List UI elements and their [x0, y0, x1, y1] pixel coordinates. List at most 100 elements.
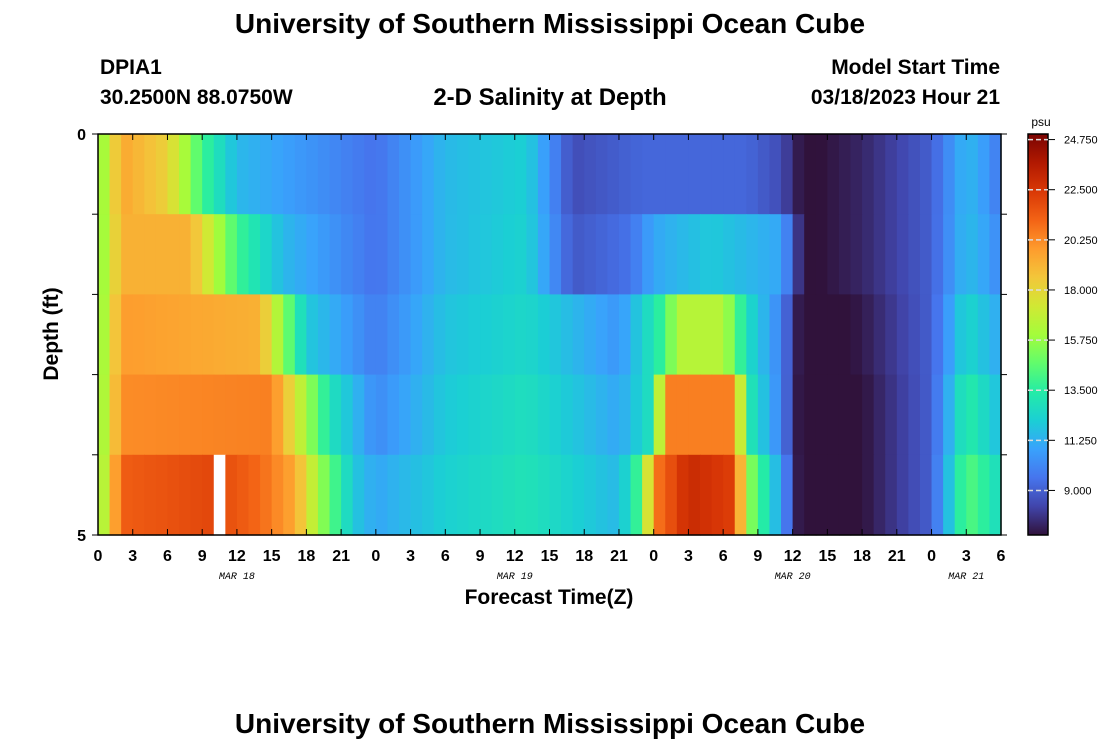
heatmap-cell: [827, 214, 840, 295]
heatmap-cell: [468, 454, 481, 536]
heatmap-cell: [746, 134, 759, 215]
heatmap-cell: [584, 134, 597, 215]
heatmap-cell: [341, 134, 354, 215]
heatmap-cell: [943, 294, 956, 376]
heatmap-cell: [167, 454, 180, 536]
heatmap-cell: [491, 294, 504, 376]
heatmap-cell: [283, 454, 296, 536]
heatmap-cell: [676, 454, 690, 536]
heatmap-cell: [352, 454, 365, 536]
colorbar-tick-label: 13.500: [1064, 385, 1098, 397]
heatmap-cell: [109, 374, 122, 456]
heatmap-cell: [341, 214, 354, 295]
chart-title: University of Southern Mississippi Ocean…: [234, 8, 866, 39]
heatmap-cell: [630, 374, 643, 456]
heatmap-cell: [572, 294, 585, 376]
heatmap-cell: [700, 294, 713, 376]
heatmap-cell: [862, 134, 875, 215]
heatmap-cell: [422, 134, 435, 215]
y-tick-labels: 05: [77, 127, 86, 545]
heatmap-cell: [375, 374, 389, 456]
heatmap-cell: [283, 134, 296, 215]
heatmap-cell: [260, 134, 273, 215]
heatmap-cell: [977, 214, 991, 295]
heatmap-cell: [410, 454, 423, 536]
heatmap-cell: [167, 374, 180, 456]
colorbar: 24.750 22.500 20.250 18.000 15.750 13.500 11.2…: [1027, 115, 1098, 536]
heatmap-cell: [711, 214, 724, 295]
heatmap-cell: [734, 134, 747, 215]
x-tick-label: 0: [371, 548, 380, 565]
heatmap-cell: [792, 454, 805, 536]
colorbar-scale: [1027, 133, 1049, 536]
heatmap-cell: [943, 374, 956, 456]
heatmap-cell: [618, 134, 632, 215]
heatmap-cell: [422, 454, 435, 536]
heatmap-cell: [792, 294, 805, 376]
heatmap-cell: [769, 214, 782, 295]
heatmap-cell: [665, 294, 678, 376]
heatmap-cell: [387, 454, 400, 536]
heatmap-cell: [977, 454, 991, 536]
heatmap-cell: [711, 374, 724, 456]
heatmap-cell: [700, 454, 713, 536]
heatmap-cell: [572, 374, 585, 456]
heatmap-cell: [410, 134, 423, 215]
colorbar-ticks: 24.750 22.500 20.250 18.000 15.750 13.500 11.2…: [1028, 135, 1098, 497]
heatmap-cell: [190, 214, 203, 295]
heatmap-cell: [236, 454, 250, 536]
heatmap-cell: [179, 294, 192, 376]
heatmap-cell: [526, 374, 539, 456]
heatmap-cell: [827, 294, 840, 376]
heatmap-cell: [202, 374, 215, 456]
heatmap-cell: [607, 374, 620, 456]
heatmap-cell: [607, 214, 620, 295]
heatmap-cell: [236, 214, 250, 295]
heatmap-cell: [561, 374, 574, 456]
heatmap-cell: [248, 374, 261, 456]
heatmap-cell: [688, 294, 701, 376]
heatmap-cell: [862, 214, 875, 295]
heatmap-cell: [804, 454, 817, 536]
heatmap-cell: [98, 294, 111, 376]
heatmap-cell: [410, 214, 423, 295]
heatmap-cell: [711, 294, 724, 376]
heatmap-cell: [954, 214, 967, 295]
colorbar-tick-label: 9.000: [1064, 485, 1092, 497]
heatmap-cell: [561, 454, 574, 536]
x-tick-label: 0: [927, 548, 936, 565]
heatmap-cell: [329, 134, 342, 215]
heatmap-cell: [132, 134, 145, 215]
heatmap-cell: [526, 454, 539, 536]
y-tick-label: 5: [77, 528, 86, 545]
heatmap-cell: [734, 374, 747, 456]
heatmap-cell: [514, 454, 527, 536]
heatmap-cell: [549, 134, 562, 215]
heatmap-cell: [468, 134, 481, 215]
station-coordinates: 30.2500N 88.0750W: [100, 86, 293, 109]
heatmap-cell: [526, 214, 539, 295]
heatmap-cell: [306, 454, 319, 536]
heatmap-cell: [155, 214, 169, 295]
heatmap-cell: [283, 214, 296, 295]
heatmap-cell: [642, 214, 655, 295]
heatmap-cells: [98, 134, 1002, 536]
heatmap-cell: [445, 134, 458, 215]
heatmap-cell: [700, 134, 713, 215]
heatmap-cell: [873, 454, 886, 536]
heatmap-cell: [966, 134, 979, 215]
heatmap-cell: [723, 454, 736, 536]
heatmap-cell: [549, 294, 562, 376]
heatmap-cell: [931, 214, 944, 295]
heatmap-cell: [862, 454, 875, 536]
heatmap-cell: [248, 214, 261, 295]
heatmap-cell: [584, 294, 597, 376]
heatmap-cell: [387, 214, 400, 295]
colorbar-tick-label: 20.250: [1064, 235, 1098, 247]
heatmap-cell: [271, 294, 284, 376]
heatmap-cell: [260, 454, 273, 536]
heatmap-cell: [977, 294, 991, 376]
heatmap-cell: [781, 374, 794, 456]
heatmap-cell: [723, 134, 736, 215]
